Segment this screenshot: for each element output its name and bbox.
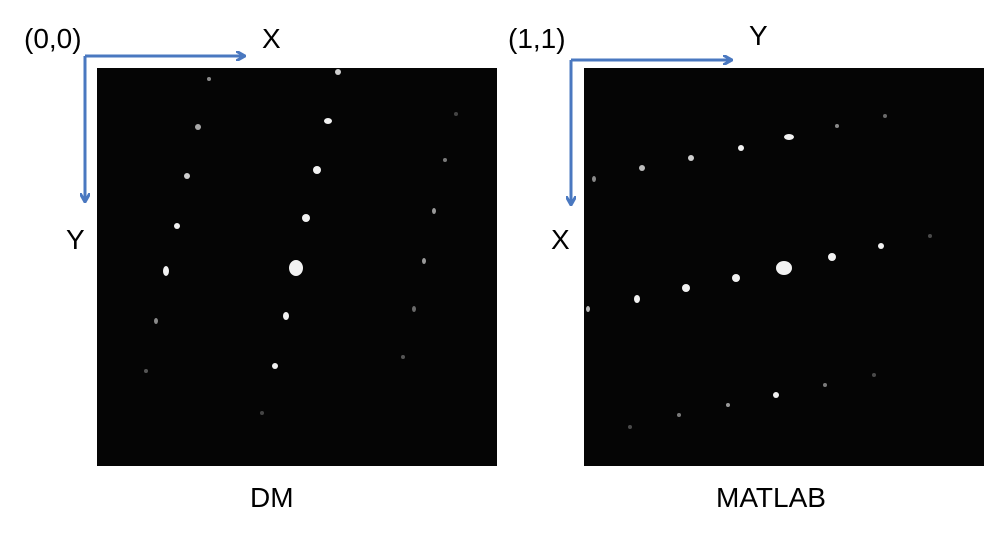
dm-axes [85,56,244,201]
dm-vertical-axis-label: Y [66,224,85,255]
dm-caption: DM [250,482,294,513]
matlab-caption: MATLAB [716,482,826,513]
matlab-axes [571,60,731,204]
matlab-central-spot [776,261,792,275]
dm-diffraction-image [97,68,497,466]
dm-central-spot [289,260,303,276]
dm-origin-label: (0,0) [24,23,82,54]
matlab-origin-label: (1,1) [508,23,566,54]
matlab-vertical-axis-label: X [551,224,570,255]
matlab-diffraction-image [584,68,984,466]
matlab-horizontal-axis-label: Y [749,20,768,51]
dm-horizontal-axis-label: X [262,23,281,54]
